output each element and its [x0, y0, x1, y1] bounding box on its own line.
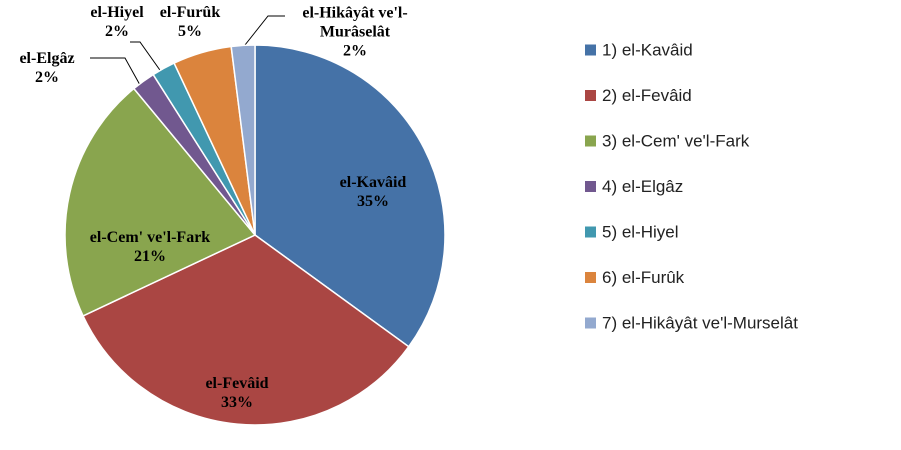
- slice-value: 35%: [357, 193, 389, 210]
- legend-label: 6) el-Furûk: [602, 268, 685, 287]
- slice-value: 21%: [134, 248, 166, 265]
- slice-name: el-Fevâid: [205, 375, 269, 392]
- legend-label: 3) el-Cem' ve'l-Fark: [602, 131, 750, 150]
- pie-slice: [254, 44, 446, 348]
- legend-label: 4) el-Elgâz: [602, 177, 683, 196]
- slice-name: el-Cem' ve'l-Fark: [89, 229, 211, 246]
- legend-label: 2) el-Fevâid: [602, 86, 692, 105]
- data-label: el-Fevâid 33%: [177, 374, 297, 412]
- leader-line: [90, 57, 141, 86]
- legend-swatch: [585, 226, 596, 238]
- data-label: el-Furûk 5%: [150, 3, 230, 41]
- pie-slice: [82, 234, 410, 426]
- legend-label: 7) el-Hikâyât ve'l-Murselât: [602, 313, 798, 332]
- slice-value: 2%: [343, 42, 367, 60]
- legend-swatch: [585, 272, 596, 283]
- leader-line: [130, 41, 163, 74]
- slice-name: el-Elgâz: [19, 50, 75, 67]
- legend-swatch: [585, 135, 596, 147]
- slice-name: el-Hiyel: [90, 4, 144, 21]
- legend-swatch: [585, 181, 596, 192]
- pie-slice: [230, 44, 256, 236]
- legend-swatch: [585, 90, 596, 101]
- slice-value: 5%: [178, 23, 202, 40]
- pie-slice: [64, 87, 257, 317]
- data-label: el-Kavâid 35%: [313, 173, 433, 211]
- legend-label: 5) el-Hiyel: [602, 222, 679, 241]
- leader-lines: [90, 15, 285, 86]
- slice-value: 2%: [35, 69, 59, 86]
- data-label: el-Hiyel 2%: [77, 3, 157, 41]
- data-label: el-Hikâyât ve'l-Murâselât 2%: [280, 4, 430, 61]
- slice-name: el-Kavâid: [339, 174, 407, 191]
- legend-label: 1) el-Kavâid: [602, 40, 693, 59]
- slice-name: el-Hikâyât ve'l-Murâselât: [302, 4, 408, 41]
- data-label: el-Cem' ve'l-Fark 21%: [65, 228, 235, 266]
- leader-line: [240, 15, 285, 51]
- data-label: el-Elgâz 2%: [7, 49, 87, 87]
- slice-value: 2%: [105, 23, 129, 40]
- legend-swatch: [585, 44, 596, 56]
- slice-value: 33%: [221, 394, 253, 411]
- slice-name: el-Furûk: [159, 4, 221, 21]
- legend-swatch: [585, 317, 596, 329]
